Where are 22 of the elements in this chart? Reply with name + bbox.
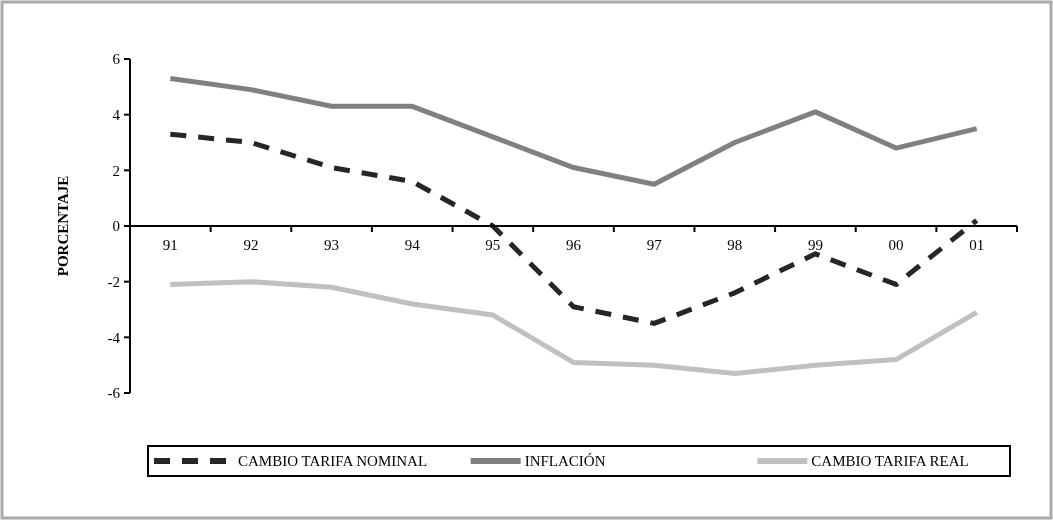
- x-tick-label: 00: [888, 237, 904, 253]
- y-tick-label: -6: [107, 385, 121, 402]
- x-tick-label: 01: [969, 237, 985, 253]
- y-axis-title: PORCENTAJE: [55, 175, 71, 277]
- y-tick-label: 0: [112, 218, 120, 235]
- x-tick-label: 98: [727, 237, 743, 253]
- y-tick-label: -4: [107, 329, 121, 346]
- x-tick-label: 95: [485, 237, 501, 253]
- y-tick-label: -2: [107, 273, 120, 290]
- x-tick-label: 96: [566, 237, 582, 253]
- legend-label: INFLACIÓN: [524, 453, 606, 470]
- x-tick-label: 93: [324, 237, 340, 253]
- legend-label: CAMBIO TARIFA REAL: [811, 453, 969, 470]
- x-tick-label: 94: [404, 237, 421, 253]
- x-tick-label: 92: [243, 237, 259, 253]
- x-tick-label: 99: [807, 237, 823, 253]
- y-tick-label: 2: [112, 162, 120, 179]
- x-tick-label: 91: [162, 237, 178, 253]
- y-tick-label: 4: [112, 106, 121, 123]
- x-tick-label: 97: [646, 237, 663, 253]
- legend-label: CAMBIO TARIFA NOMINAL: [238, 453, 428, 470]
- y-tick-label: 6: [112, 51, 121, 68]
